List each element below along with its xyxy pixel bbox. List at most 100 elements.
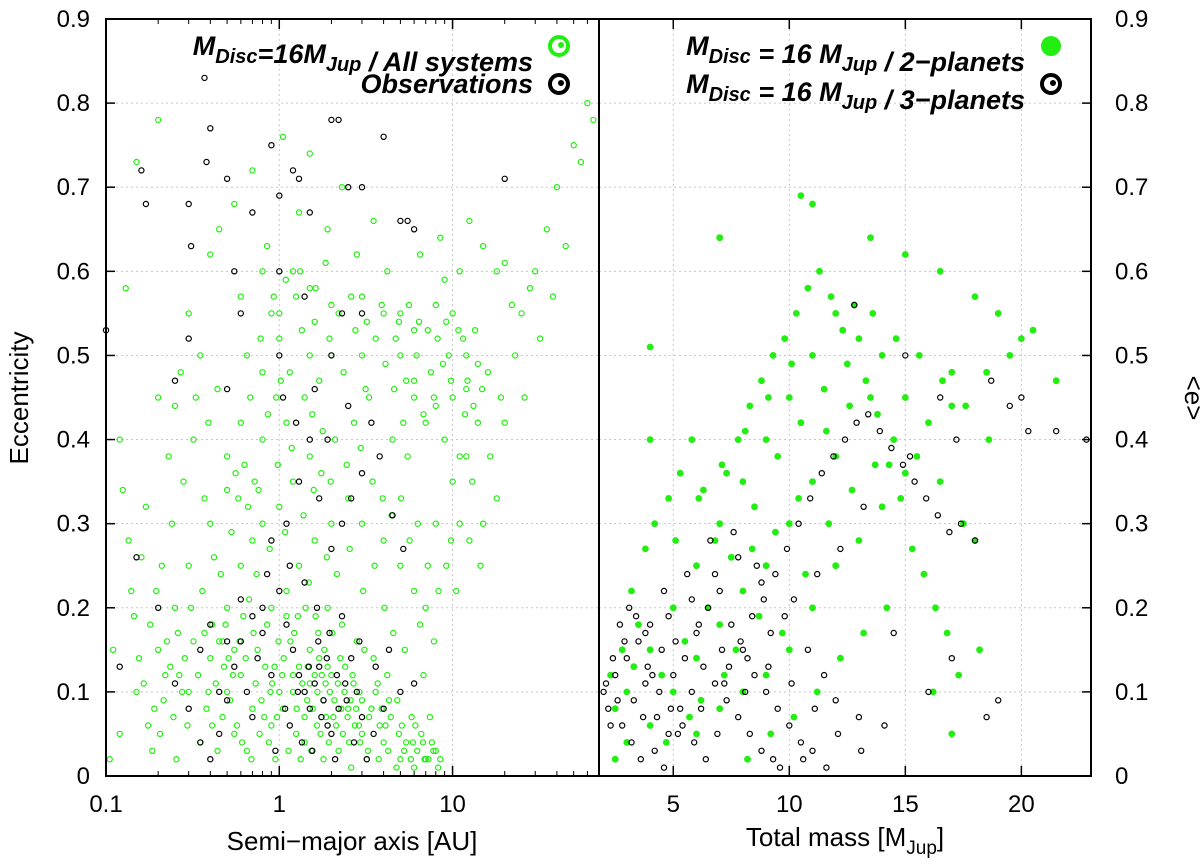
right-series-0-point (839, 326, 847, 334)
left-series-0-point (335, 747, 342, 755)
left-series-0-point (364, 747, 372, 755)
right-y-axis-label: <e> (1179, 376, 1200, 421)
left-series-0-point (163, 638, 171, 645)
right-series-1-point (725, 663, 733, 670)
left-series-0-point (408, 713, 415, 721)
left-series-0-point (456, 268, 463, 275)
left-series-0-point (400, 747, 408, 755)
left-series-0-point (371, 562, 378, 569)
left-series-0-point (562, 242, 569, 250)
left-series-1-point (203, 158, 210, 166)
left-series-0-point (153, 587, 160, 595)
right-series-1-point (995, 697, 1002, 704)
left-series-0-point (178, 688, 186, 696)
left-series-0-point (358, 730, 366, 738)
right-series-1-point (758, 579, 765, 586)
left-series-0-point (414, 520, 421, 527)
left-y-tick-label: 0.2 (57, 595, 90, 622)
right-series-1-point (632, 613, 640, 620)
left-series-1-point (376, 453, 383, 460)
right-series-1-point (820, 671, 828, 679)
right-series-1-point (876, 427, 884, 435)
left-series-0-point (376, 722, 383, 729)
right-series-0-point (1029, 326, 1037, 334)
left-series-0-point (478, 385, 486, 393)
left-series-0-point (341, 688, 348, 696)
left-series-0-point (358, 293, 366, 300)
left-series-0-point (292, 293, 300, 300)
left-series-0-point (501, 259, 508, 267)
left-series-0-point (365, 394, 373, 401)
left-series-0-point (449, 478, 456, 485)
left-x-axis-label: Semi−major axis [AU] (227, 826, 478, 856)
left-series-1-point (133, 554, 140, 561)
legend-text-part: / All systems (361, 47, 533, 77)
left-series-0-point (225, 655, 232, 662)
left-series-1-point (345, 402, 352, 410)
right-series-0-point (630, 663, 638, 671)
right-series-1-point (714, 730, 721, 738)
right-series-0-point (983, 368, 990, 376)
right-series-0-point (804, 284, 812, 292)
left-series-0-point (295, 209, 303, 216)
right-series-1-point (637, 756, 645, 763)
left-y-axis-label: Eccentricity (4, 332, 34, 465)
left-series-1-point (197, 739, 204, 746)
left-series-0-point (272, 756, 279, 763)
left-series-1-point (397, 688, 404, 696)
left-series-0-point (449, 310, 456, 317)
right-series-1-point (753, 562, 761, 569)
left-series-0-point (274, 461, 281, 468)
right-series-1-point (946, 528, 953, 536)
right-series-1-point (795, 520, 802, 527)
left-series-0-point (171, 604, 179, 612)
left-series-1-point (318, 713, 325, 721)
right-series-0-point (913, 452, 921, 460)
left-series-1-point (276, 587, 283, 595)
left-series-0-point (212, 680, 219, 687)
left-series-0-point (214, 385, 221, 393)
left-series-0-point (543, 226, 551, 233)
left-series-0-point (294, 613, 302, 620)
right-series-0-point (867, 394, 874, 401)
left-series-1-point (283, 621, 290, 628)
right-series-0-point (646, 343, 654, 351)
right-series-0-point (832, 562, 840, 570)
right-series-1-point (656, 688, 663, 696)
left-series-0-point (295, 663, 303, 670)
right-y-tick-label: 0.8 (1115, 90, 1148, 117)
left-series-1-point (243, 688, 251, 696)
left-series-1-point (368, 419, 375, 426)
left-series-0-point (249, 705, 256, 712)
right-series-0-point (985, 436, 993, 444)
right-series-1-point (783, 545, 791, 553)
left-series-1-point (116, 663, 123, 670)
left-series-1-point (328, 545, 335, 553)
right-series-1-point (665, 730, 672, 738)
right-series-1-point (688, 688, 696, 696)
left-series-0-point (238, 739, 246, 746)
left-series-0-point (287, 638, 294, 645)
right-series-0-point (665, 494, 672, 502)
left-series-0-point (268, 310, 275, 317)
left-series-0-point (447, 537, 455, 544)
right-series-1-point (953, 436, 960, 443)
left-series-0-point (353, 251, 360, 258)
left-series-1-point (171, 377, 179, 384)
left-series-0-point (437, 234, 444, 241)
left-series-0-point (176, 671, 183, 679)
right-series-1-point (630, 697, 638, 704)
right-series-0-point (994, 309, 1002, 317)
left-series-0-point (249, 537, 256, 544)
right-series-1-point (860, 503, 867, 510)
left-series-1-point (187, 242, 195, 250)
left-series-0-point (464, 377, 471, 384)
right-series-1-point (751, 671, 758, 679)
left-series-0-point (370, 655, 377, 662)
left-series-0-point (410, 394, 418, 401)
left-series-0-point (269, 680, 276, 687)
left-series-0-point (194, 671, 202, 679)
left-y-tick-label: 0.4 (57, 427, 90, 454)
left-series-0-point (228, 528, 235, 536)
left-series-0-point (422, 604, 429, 612)
